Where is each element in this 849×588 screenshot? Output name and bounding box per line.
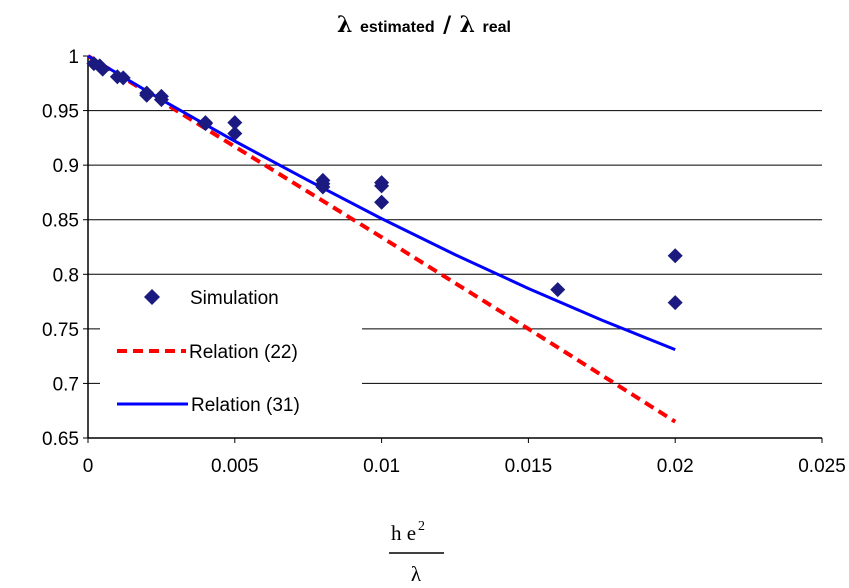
series-simulation [86, 56, 683, 311]
series-relation-31 [87, 54, 676, 351]
simulation-point [197, 116, 213, 132]
y-tick-label: 0.9 [53, 156, 79, 177]
title-subscript-2: real [482, 19, 510, 36]
x-tick-label: 0.015 [505, 456, 553, 477]
y-tick-label: 0.95 [42, 102, 79, 123]
simulation-point [227, 125, 243, 141]
legend-label-relation-31: Relation (31) [191, 395, 300, 416]
simulation-point [95, 61, 111, 77]
legend-marker-simulation [144, 289, 160, 305]
simulation-point [667, 248, 683, 264]
svg-text:h e2: h e2 [391, 519, 425, 545]
chart-title: λ estimated / λ real [337, 12, 511, 38]
simulation-point [374, 178, 390, 194]
legend-label-relation-22: Relation (22) [189, 342, 298, 363]
x-tick-label: 0.02 [657, 456, 694, 477]
simulation-point [227, 115, 243, 131]
y-tick-label: 0.75 [42, 320, 79, 341]
y-tick-label: 0.7 [53, 374, 79, 395]
title-subscript-1: estimated [360, 19, 435, 36]
title-symbol-2: λ [460, 12, 475, 38]
y-tick-label: 0.85 [42, 211, 79, 232]
y-tick-label: 0.65 [42, 429, 79, 450]
simulation-point [374, 194, 390, 210]
y-tick-label: 0.8 [53, 265, 79, 286]
title-symbol: λ [337, 12, 352, 38]
simulation-point [153, 92, 169, 108]
x-tick-labels: 0 0.005 0.01 0.015 0.02 0.025 [83, 456, 846, 477]
x-axis-label-denominator: λ [411, 562, 422, 586]
y-tick-label: 1 [68, 47, 79, 68]
axes [83, 55, 823, 443]
x-axis-label-numerator: h e [391, 521, 416, 545]
legend-label-simulation: Simulation [190, 288, 279, 309]
simulation-point [667, 295, 683, 311]
line-relation-22 [86, 54, 677, 424]
legend: Simulation Relation (22) Relation (31) [100, 280, 362, 430]
x-axis-label-exponent: 2 [418, 519, 425, 534]
simulation-point [550, 282, 566, 298]
x-tick-label: 0.01 [363, 456, 400, 477]
series-relation-22 [86, 54, 677, 424]
simulation-point [315, 179, 331, 195]
simulation-point [115, 70, 131, 86]
x-tick-label: 0.005 [211, 456, 259, 477]
line-relation-31 [87, 54, 676, 351]
simulation-point [139, 87, 155, 103]
x-tick-label: 0.025 [798, 456, 846, 477]
x-tick-label: 0 [83, 456, 94, 477]
title-separator: / [443, 12, 452, 38]
y-tick-labels: 1 0.95 0.9 0.85 0.8 0.75 0.7 0.65 [42, 47, 79, 450]
